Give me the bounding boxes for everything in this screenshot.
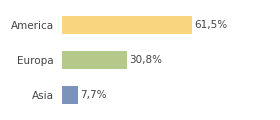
Bar — [62, 51, 127, 69]
Bar — [62, 86, 78, 104]
Bar — [62, 16, 192, 34]
Text: 30,8%: 30,8% — [129, 55, 162, 65]
Text: 61,5%: 61,5% — [195, 20, 228, 30]
Text: 7,7%: 7,7% — [80, 90, 107, 100]
